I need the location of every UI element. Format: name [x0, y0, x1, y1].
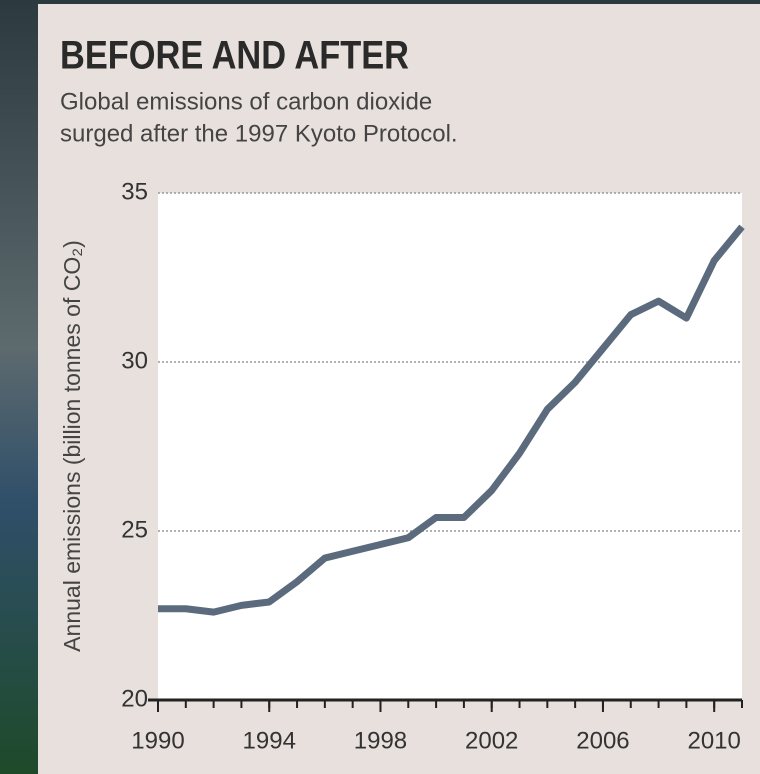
- data-line: [158, 224, 745, 616]
- subtitle-line: surged after the 1997 Kyoto Protocol.: [60, 120, 458, 147]
- y-tick-label: 20: [121, 685, 148, 712]
- chart-title: BEFORE AND AFTER: [60, 32, 409, 77]
- x-tick-label: 2006: [576, 727, 629, 754]
- x-tick-label: 2002: [465, 727, 518, 754]
- y-axis-label: Annual emissions (billion tonnes of CO₂): [59, 240, 85, 652]
- x-tick-label: 1998: [354, 727, 407, 754]
- y-tick-label: 30: [121, 347, 148, 374]
- x-tick-label: 1994: [243, 727, 296, 754]
- x-tick-label: 2010: [687, 727, 740, 754]
- x-tick-label: 1990: [131, 727, 184, 754]
- y-tick-label: 35: [121, 178, 148, 205]
- y-tick-label: 25: [121, 516, 148, 543]
- plot-area: [158, 193, 742, 700]
- subtitle-line: Global emissions of carbon dioxide: [60, 88, 432, 115]
